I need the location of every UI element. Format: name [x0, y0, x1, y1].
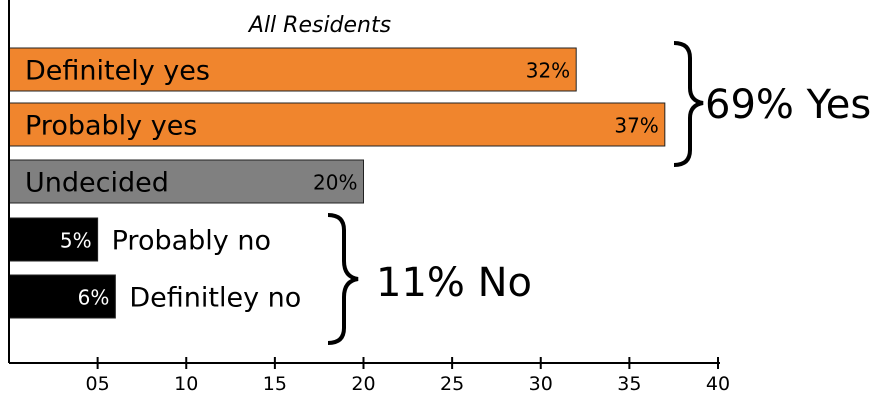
bar-definitley-no	[8, 274, 116, 319]
x-tick-label-40: 40	[706, 373, 730, 395]
bar-probably-yes	[8, 102, 666, 147]
x-tick-label-30: 30	[529, 373, 553, 395]
x-tick-label-25: 25	[440, 373, 464, 395]
x-tick-label-05: 05	[86, 373, 110, 395]
x-tick-label-10: 10	[174, 373, 198, 395]
bars-group: 32% Definitely yes 37% Probably yes 20% Undec…	[8, 47, 666, 319]
x-tick-label-20: 20	[351, 373, 375, 395]
x-axis: 05 10 15 20 25 30 35 40	[8, 0, 730, 395]
value-label-definitely-yes: 32%	[526, 59, 570, 83]
category-label-probably-no: Probably no	[112, 226, 271, 257]
bar-probably-no	[8, 217, 99, 262]
value-label-definitley-no: 6%	[78, 286, 110, 310]
category-label-definitely-yes: Definitely yes	[25, 56, 210, 87]
yes-group-brace	[673, 41, 704, 167]
x-tick-label-15: 15	[263, 373, 287, 395]
value-label-undecided: 20%	[313, 171, 357, 195]
yes-summary-label: 69% Yes	[705, 82, 871, 128]
value-label-probably-no: 5%	[60, 229, 92, 253]
category-label-undecided: Undecided	[25, 168, 169, 199]
bar-definitely-yes	[8, 47, 577, 92]
no-summary-label: 11% No	[376, 260, 532, 306]
value-label-probably-yes: 37%	[614, 114, 658, 138]
chart-title: All Residents	[247, 13, 391, 38]
category-label-definitley-no: Definitley no	[129, 283, 301, 314]
category-label-probably-yes: Probably yes	[25, 111, 197, 142]
no-group-brace	[327, 213, 359, 345]
bar-undecided	[8, 159, 364, 204]
x-tick-label-35: 35	[617, 373, 641, 395]
